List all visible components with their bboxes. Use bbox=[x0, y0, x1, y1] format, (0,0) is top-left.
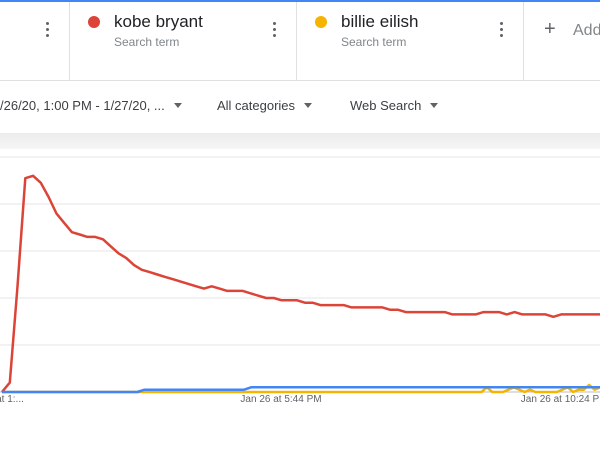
x-tick-label: Jan 26 at 10:24 P bbox=[520, 394, 600, 405]
more-options-icon[interactable] bbox=[273, 22, 277, 38]
plus-icon: + bbox=[544, 18, 556, 40]
add-term-label: Add bbox=[573, 22, 600, 39]
top-accent-line bbox=[0, 0, 600, 2]
search-term-kobe[interactable]: kobe bryant Search term bbox=[70, 2, 297, 80]
chevron-down-icon bbox=[173, 103, 182, 108]
x-tick-label: Jan 26 at 5:44 PM bbox=[240, 394, 322, 405]
chevron-down-icon bbox=[430, 103, 439, 108]
date-range-dropdown[interactable]: /26/20, 1:00 PM - 1/27/20, ... bbox=[0, 98, 182, 113]
date-range-label: /26/20, 1:00 PM - 1/27/20, ... bbox=[0, 98, 165, 113]
add-term-button[interactable]: + Add bbox=[524, 2, 600, 80]
category-dropdown[interactable]: All categories bbox=[217, 98, 313, 113]
more-options-icon[interactable] bbox=[500, 22, 504, 38]
term-subtitle: Search term bbox=[341, 35, 407, 49]
x-tick-label: at 1:... bbox=[0, 394, 24, 405]
filter-bar: /26/20, 1:00 PM - 1/27/20, ... All categ… bbox=[0, 81, 600, 133]
term-name: kobe bryant bbox=[114, 12, 203, 31]
term-subtitle: Search term bbox=[114, 35, 180, 49]
series-line-kobe-bryant bbox=[1, 174, 600, 393]
category-label: All categories bbox=[217, 98, 296, 113]
term-name: billie eilish bbox=[341, 12, 419, 31]
search-type-dropdown[interactable]: Web Search bbox=[350, 98, 439, 113]
search-term-billie[interactable]: billie eilish Search term bbox=[297, 2, 524, 80]
interest-over-time-chart: at 1:... Jan 26 at 5:44 PM Jan 26 at 10:… bbox=[0, 149, 600, 450]
series-line-unnamed bbox=[2, 386, 600, 394]
search-type-label: Web Search bbox=[350, 98, 422, 113]
line-chart bbox=[0, 156, 600, 394]
section-divider bbox=[0, 133, 600, 149]
term-color-dot bbox=[88, 16, 100, 28]
search-term-blue[interactable] bbox=[0, 2, 70, 80]
term-color-dot bbox=[315, 16, 327, 28]
compare-bar: kobe bryant Search term billie eilish Se… bbox=[0, 2, 600, 81]
more-options-icon[interactable] bbox=[46, 22, 50, 38]
chevron-down-icon bbox=[304, 103, 313, 108]
